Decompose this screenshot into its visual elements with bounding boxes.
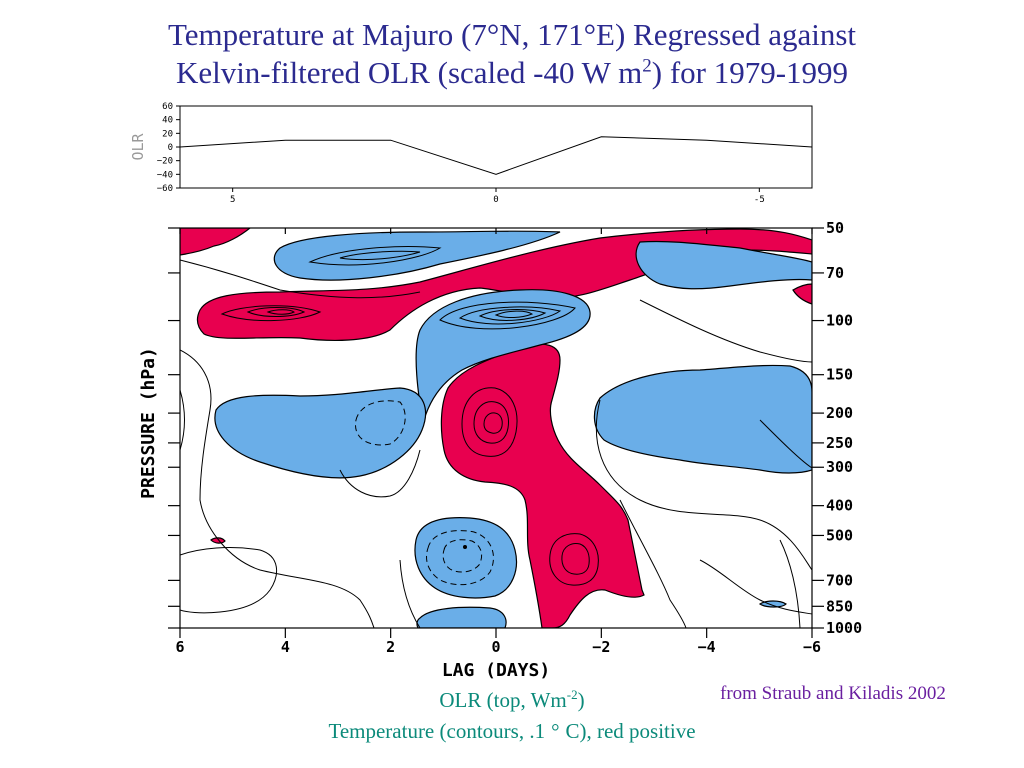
lag-tick-label: 4: [281, 638, 290, 656]
title-line-2-end: ) for 1979-1999: [651, 55, 849, 90]
pressure-tick-label: 850: [826, 597, 853, 615]
contour-line: [426, 530, 494, 586]
lag-tick-label: 0: [491, 638, 500, 656]
pressure-tick-label: 250: [826, 434, 853, 452]
contour-lines: [180, 246, 812, 628]
title-line-1: Temperature at Majuro (7°N, 171°E) Regre…: [167, 17, 857, 52]
contour-line: [180, 259, 421, 299]
olr-y-tick-label: 60: [162, 102, 173, 112]
pressure-tick-label: 500: [826, 526, 853, 544]
contour-line: [619, 499, 687, 628]
contour-line: [461, 387, 518, 457]
pressure-tick-label: 150: [826, 366, 853, 384]
olr-x-ticks: 5 0 -5: [230, 188, 765, 205]
positive-region-column: [440, 343, 645, 628]
contour-line: [339, 250, 421, 261]
contour-line: [180, 389, 185, 451]
contour-line: [246, 307, 306, 317]
temperature-caption-text: Temperature (contours, .1: [328, 719, 546, 743]
positive-region-dot: [210, 537, 226, 544]
lag-tick-label: −4: [698, 638, 716, 656]
lag-tick-label: −6: [803, 638, 821, 656]
olr-y-tick-label: 40: [162, 116, 173, 126]
pressure-tick-label: 100: [826, 312, 853, 330]
olr-y-tick-label: 20: [162, 129, 173, 139]
negative-region-left: [214, 387, 427, 479]
title-line-2: Kelvin-filtered OLR (scaled -40 W m2) fo…: [0, 54, 1024, 92]
negative-region-upper-right: [635, 240, 812, 290]
contour-line: [639, 299, 812, 363]
contour-line: [494, 310, 534, 318]
contour-line: [308, 246, 442, 266]
olr-caption: OLR (top, Wm-2): [0, 687, 1024, 713]
olr-y-tick-label: 0: [168, 143, 173, 153]
title-line-2-text: Kelvin-filtered OLR (scaled -40 W m: [175, 55, 643, 90]
lag-tick-label: 2: [386, 638, 395, 656]
lag-tick-label: −2: [592, 638, 610, 656]
contour-line: [478, 309, 547, 321]
olr-caption-end: ): [577, 688, 585, 712]
contour-line: [180, 547, 278, 614]
positive-region-right: [792, 283, 812, 305]
pressure-axis-label: PRESSURE (hPa): [138, 347, 159, 499]
contour-line: [483, 412, 503, 434]
lag-tick-label: 6: [175, 638, 184, 656]
olr-caption-sup: -2: [566, 687, 578, 702]
contour-line: [355, 400, 406, 446]
contour-line: [595, 399, 812, 571]
degree-symbol: °: [551, 719, 560, 743]
title-superscript: 2: [642, 55, 652, 77]
pressure-tick-label: 1000: [826, 619, 862, 637]
contour-line: [759, 419, 812, 469]
olr-x-tick-label: -5: [754, 195, 765, 205]
pressure-tick-label: 70: [826, 264, 844, 282]
lag-axis-label: LAG (DAYS): [442, 660, 550, 681]
pressure-axis-ticks: 50 70 100 150 200 250 300 400 500 700 850 1000: [168, 219, 862, 637]
positive-region-top-left: [180, 228, 251, 256]
contour-line: [561, 543, 590, 575]
contour-line: [399, 559, 421, 628]
contour-line: [220, 305, 322, 322]
contour-line: [549, 533, 599, 586]
olr-line: [180, 136, 812, 175]
contour-minimum-dot: [463, 545, 467, 549]
olr-caption-text: OLR (top, Wm: [439, 688, 567, 712]
olr-x-tick-label: 5: [230, 195, 235, 205]
olr-y-tick-label: −40: [157, 170, 173, 180]
temperature-caption-end: C), red positive: [565, 719, 696, 743]
olr-y-ticks: 60 40 20 0 −20 −40 −60: [157, 102, 180, 194]
olr-x-tick-label: 0: [493, 195, 498, 205]
negative-region-lower-left: [414, 517, 517, 599]
negative-regions: [214, 230, 812, 628]
contour-line: [266, 309, 295, 315]
temperature-contour-panel: 50 70 100 150 200 250 300 400 500 700 850 1000 6 4 2 0…: [138, 219, 862, 681]
pressure-tick-label: 200: [826, 404, 853, 422]
contour-line: [442, 539, 483, 573]
pressure-tick-label: 400: [826, 497, 853, 515]
olr-panel: 60 40 20 0 −20 −40 −60 5 0 -5 OLR: [129, 102, 813, 205]
source-credit: from Straub and Kiladis 2002: [720, 683, 946, 704]
pressure-tick-label: 700: [826, 571, 853, 589]
contour-line: [458, 306, 562, 325]
olr-y-tick-label: −60: [157, 184, 173, 194]
contour-line: [473, 401, 509, 444]
contour-line: [439, 301, 576, 330]
pressure-tick-label: 50: [826, 219, 844, 237]
contour-line: [779, 539, 801, 628]
contour-line: [339, 449, 421, 498]
olr-y-tick-label: −20: [157, 157, 173, 167]
negative-region-right: [593, 364, 812, 474]
contour-line: [180, 349, 375, 628]
contour-fields: [180, 228, 812, 628]
olr-frame: [179, 105, 813, 189]
olr-axis-label: OLR: [129, 132, 147, 160]
pressure-tick-label: 300: [826, 458, 853, 476]
lag-axis-ticks: 6 4 2 0 −2 −4 −6: [175, 228, 821, 656]
temperature-caption: Temperature (contours, .1 ° C), red positi…: [0, 719, 1024, 744]
